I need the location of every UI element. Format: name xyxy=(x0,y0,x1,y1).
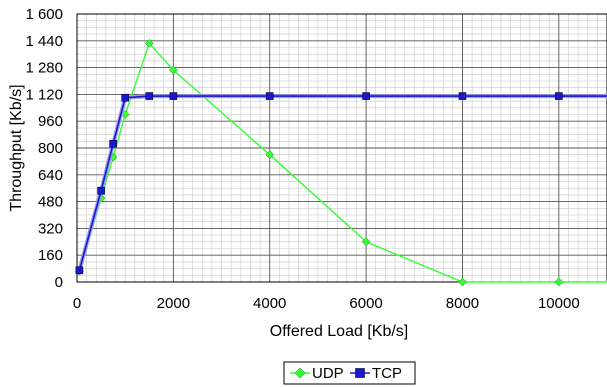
legend: UDP TCP xyxy=(283,361,416,385)
series-tcp-point xyxy=(362,92,370,100)
series-tcp-line xyxy=(78,95,607,271)
legend-label-tcp: TCP xyxy=(372,365,402,382)
x-tick-label: 6000 xyxy=(349,295,382,312)
series-tcp-point xyxy=(109,140,117,148)
series-tcp xyxy=(75,92,607,275)
y-tick-label: 960 xyxy=(38,113,63,130)
series-tcp-point xyxy=(145,92,154,100)
legend-item-tcp: TCP xyxy=(350,365,402,382)
series-udp-point xyxy=(144,38,154,48)
legend-swatch-marker xyxy=(294,367,306,379)
series-layer xyxy=(75,38,607,287)
y-tick-label: 480 xyxy=(38,194,63,211)
series-udp-point xyxy=(265,150,275,160)
series-udp-point xyxy=(361,237,371,247)
series-udp xyxy=(75,38,607,287)
series-udp-point xyxy=(169,65,178,75)
series-tcp-point xyxy=(265,92,274,100)
series-tcp-point xyxy=(121,93,129,102)
series-udp-line xyxy=(78,41,607,283)
y-tick-label: 320 xyxy=(38,220,63,237)
y-tick-label: 160 xyxy=(38,247,63,264)
x-tick-label: 8000 xyxy=(446,295,479,312)
plot-area-frame xyxy=(76,13,607,283)
series-udp-point xyxy=(554,277,564,287)
y-tick-label: 1 600 xyxy=(25,6,63,23)
y-tick-label: 800 xyxy=(38,140,63,157)
legend-swatch-marker xyxy=(355,368,365,378)
series-tcp-point xyxy=(458,92,467,100)
x-tick-label: 10000 xyxy=(538,295,580,312)
y-tick-label: 1 440 xyxy=(25,33,63,50)
series-tcp-point xyxy=(169,92,178,100)
x-tick-label: 4000 xyxy=(253,295,286,312)
y-tick-label: 1 280 xyxy=(25,60,63,77)
tick-labels: 0 2000 4000 6000 8000 10000 0 160 320 480 640 800 96… xyxy=(25,6,579,312)
series-tcp-halo xyxy=(77,94,607,271)
y-axis-label: Throughput [Kb/s] xyxy=(8,84,25,211)
series-tcp-point xyxy=(555,92,563,100)
legend-item-udp: UDP xyxy=(290,365,344,382)
legend-box xyxy=(283,361,416,385)
series-udp-point xyxy=(458,277,467,287)
y-tick-label: 0 xyxy=(55,274,63,291)
legend-label-udp: UDP xyxy=(312,365,344,382)
series-tcp-point xyxy=(97,186,105,195)
series-tcp-point xyxy=(75,266,84,275)
x-tick-label: 0 xyxy=(73,295,81,312)
x-axis-label: Offered Load [Kb/s] xyxy=(270,323,408,340)
y-tick-label: 640 xyxy=(38,167,63,184)
y-tick-label: 1 120 xyxy=(25,86,63,103)
x-tick-label: 2000 xyxy=(157,295,190,312)
